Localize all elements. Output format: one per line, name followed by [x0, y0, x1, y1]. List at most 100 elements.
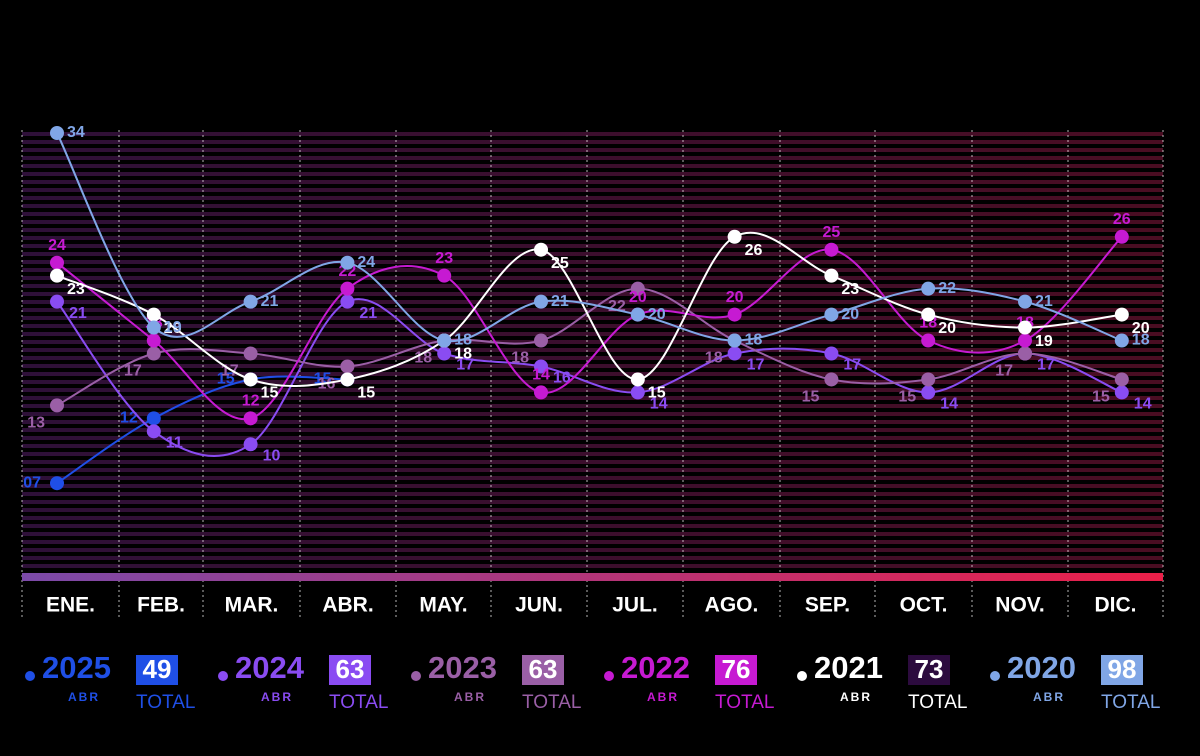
- background-stripes: [21, 130, 1164, 620]
- value-label: 15: [217, 371, 235, 388]
- legend-total: 98: [1108, 654, 1137, 684]
- data-point: [146, 333, 161, 348]
- value-label: 34: [67, 124, 85, 141]
- value-label: 26: [745, 242, 763, 259]
- x-tick-label: FEB.: [137, 594, 185, 617]
- data-point: [1018, 346, 1032, 361]
- value-label: 12: [242, 393, 260, 410]
- stripe: [22, 332, 1163, 336]
- data-point: [50, 476, 64, 491]
- stripe: [22, 236, 1163, 240]
- value-label: 15: [261, 385, 279, 402]
- value-label: 11: [166, 435, 183, 452]
- value-label: 15: [898, 389, 916, 406]
- value-label: 25: [551, 255, 569, 272]
- data-point: [1114, 372, 1129, 387]
- legend-year: 2025: [42, 650, 111, 685]
- legend-sub: ABR: [68, 690, 100, 704]
- value-label: 18: [745, 332, 763, 349]
- stripe: [22, 492, 1163, 496]
- legend-total-box: [522, 655, 564, 685]
- stripe: [22, 252, 1163, 256]
- value-label: 21: [359, 305, 377, 322]
- stripe: [22, 292, 1163, 296]
- baseline-bar: [22, 573, 1163, 581]
- x-tick-label: ENE.: [46, 594, 95, 617]
- value-label: 17: [1037, 357, 1055, 374]
- value-label: 18: [705, 350, 723, 367]
- stripe: [22, 476, 1163, 480]
- data-point: [1114, 229, 1129, 244]
- stripe: [22, 220, 1163, 224]
- value-label: 19: [164, 319, 182, 336]
- stripe: [22, 444, 1163, 448]
- data-point: [50, 126, 64, 140]
- x-tick-label: SEP.: [805, 594, 850, 617]
- data-point: [534, 242, 548, 257]
- value-label: 17: [456, 357, 474, 374]
- data-point: [1114, 307, 1129, 322]
- data-point: [727, 229, 742, 244]
- data-point: [437, 333, 452, 348]
- value-label: 18: [1132, 332, 1150, 349]
- data-point: [630, 307, 645, 322]
- stripe: [22, 300, 1163, 304]
- stripe: [22, 276, 1163, 280]
- stripe: [22, 140, 1163, 144]
- data-point: [1018, 320, 1032, 335]
- x-tick-label: ABR.: [322, 594, 373, 617]
- stripe: [22, 316, 1163, 320]
- data-point: [50, 294, 64, 309]
- value-label: 23: [67, 281, 85, 298]
- data-point: [340, 359, 355, 374]
- value-label: 19: [1035, 333, 1053, 350]
- data-point: [824, 346, 839, 361]
- value-label: 24: [48, 237, 66, 254]
- stripe: [22, 204, 1163, 208]
- stripe: [22, 164, 1163, 168]
- value-label: 14: [650, 396, 668, 413]
- legend-total: 73: [915, 654, 944, 684]
- value-label: 18: [454, 332, 472, 349]
- stripe: [22, 340, 1163, 344]
- x-tick-label: DIC.: [1095, 594, 1137, 617]
- value-label: 17: [124, 363, 142, 380]
- stripe: [22, 260, 1163, 264]
- value-label: 18: [511, 350, 529, 367]
- legend-total-box: [908, 655, 950, 685]
- value-label: 16: [318, 376, 336, 393]
- stripe: [22, 348, 1163, 352]
- data-point: [146, 320, 161, 335]
- value-label: 18: [454, 346, 472, 363]
- data-point: [1114, 333, 1129, 348]
- value-label: 21: [261, 293, 279, 310]
- value-label: 20: [1132, 320, 1150, 337]
- data-point: [824, 307, 839, 322]
- stripe: [22, 188, 1163, 192]
- stripe: [22, 436, 1163, 440]
- stripe: [22, 532, 1163, 536]
- value-label: 10: [263, 448, 281, 465]
- data-point: [1018, 333, 1032, 348]
- stripe: [22, 452, 1163, 456]
- value-label: 20: [648, 306, 666, 323]
- stripe: [22, 484, 1163, 488]
- value-label: 25: [823, 224, 841, 241]
- data-point: [534, 385, 548, 400]
- value-label: 15: [1092, 389, 1110, 406]
- legend-total-label: TOTAL: [715, 692, 774, 713]
- data-point: [921, 333, 936, 348]
- value-label: 22: [938, 280, 956, 297]
- data-point: [340, 255, 355, 270]
- value-label: 26: [1113, 211, 1131, 228]
- stripe: [22, 132, 1163, 136]
- value-label: 13: [27, 415, 45, 432]
- legend-total-label: TOTAL: [522, 692, 581, 713]
- value-label: 23: [435, 250, 453, 267]
- data-point: [146, 411, 161, 426]
- stripe: [22, 284, 1163, 288]
- legend-sub: ABR: [454, 690, 486, 704]
- value-label: 14: [532, 367, 550, 384]
- legend-year: 2024: [235, 650, 305, 685]
- data-point: [921, 385, 936, 400]
